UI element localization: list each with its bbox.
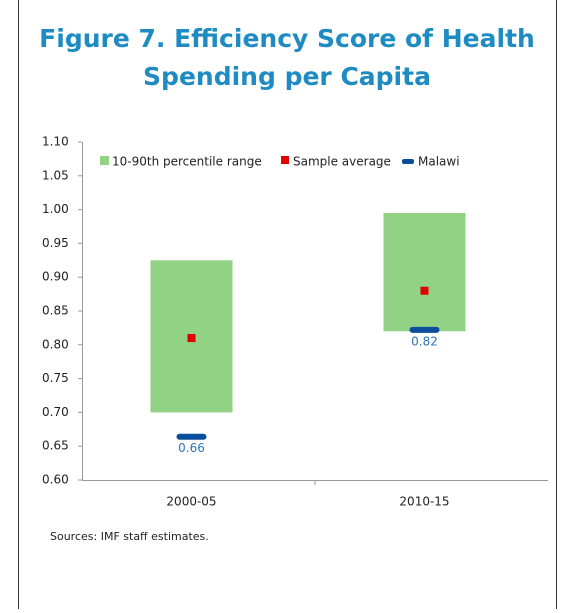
malawi-marker [409,326,440,333]
y-tick-label: 1.10 [42,135,69,149]
x-tick-label: 2010-15 [399,495,449,509]
x-tick-label: 2000-05 [166,495,216,509]
data-label: 0.82 [411,334,438,348]
legend-label: Malawi [418,155,460,169]
data-label: 0.66 [178,441,205,455]
y-tick-label: 0.95 [42,236,69,250]
legend-key [402,159,414,164]
average-marker [420,286,429,295]
y-tick-label: 0.75 [42,371,69,385]
y-tick-label: 1.05 [42,168,69,182]
y-tick-label: 0.90 [42,270,69,284]
legend-label: Sample average [293,155,391,169]
source-note: Sources: IMF staff estimates. [50,530,209,543]
chart-title: Figure 7. Efficiency Score of Health Spen… [39,24,535,91]
y-tick-label: 0.60 [42,473,69,487]
malawi-marker [176,433,207,440]
y-tick-label: 0.85 [42,304,69,318]
y-tick-label: 0.80 [42,337,69,351]
legend-key [281,156,289,164]
range-bar [383,212,466,332]
y-tick-label: 1.00 [42,202,69,216]
y-tick-label: 0.70 [42,405,69,419]
legend-key [100,156,109,165]
y-tick-label: 0.65 [42,439,69,453]
legend-label: 10-90th percentile range [112,155,262,169]
average-marker [187,334,196,343]
